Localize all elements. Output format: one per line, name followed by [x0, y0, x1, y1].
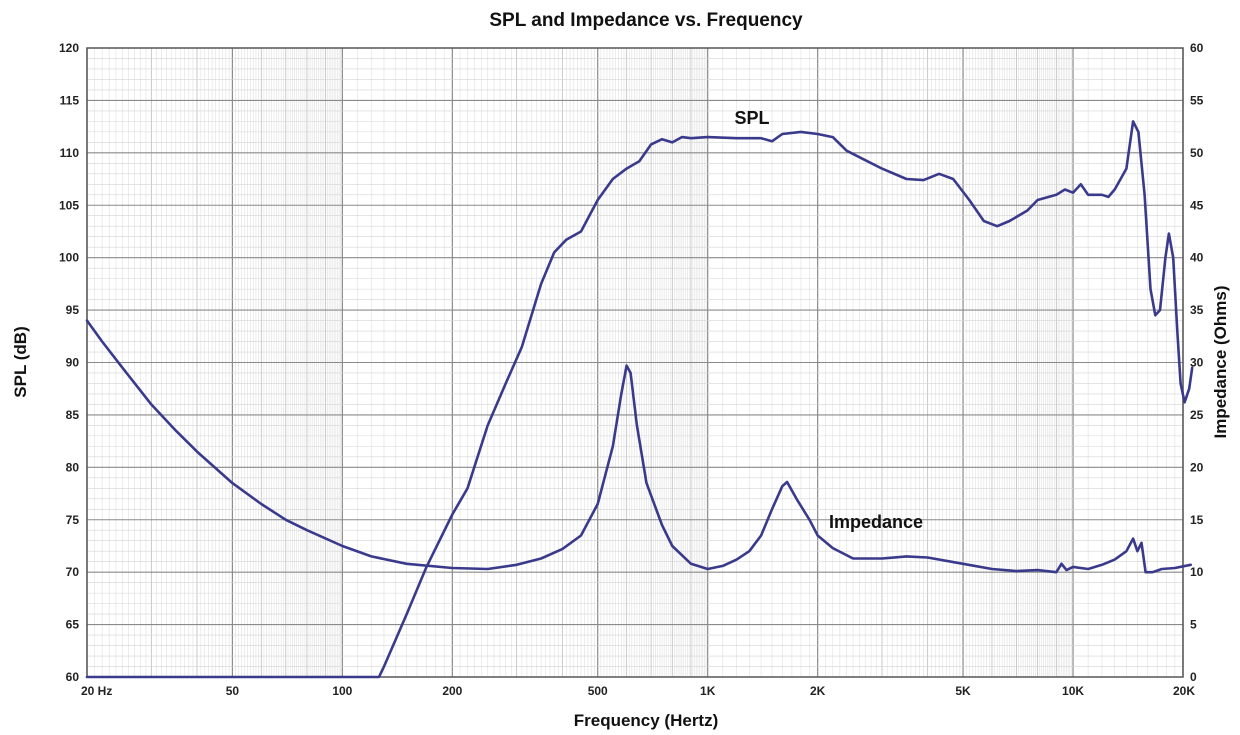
x-tick-label: 5K	[955, 684, 971, 698]
y2-tick-label: 0	[1190, 670, 1197, 684]
y-tick-label: 85	[66, 408, 80, 422]
y-tick-label: 70	[66, 565, 80, 579]
grid	[86, 47, 1184, 678]
y2-tick-label: 40	[1190, 251, 1204, 265]
y2-tick-label: 35	[1190, 303, 1204, 317]
y2-tick-label: 45	[1190, 198, 1204, 212]
y2-tick-label: 20	[1190, 460, 1204, 474]
x-axis-title: Frequency (Hertz)	[574, 711, 719, 730]
series-line-spl	[85, 120, 1194, 679]
x-tick-label: 1K	[700, 684, 716, 698]
x-tick-label: 200	[442, 684, 462, 698]
x-tick-label: 20 Hz	[81, 684, 112, 698]
series-lines	[85, 120, 1194, 679]
y-tick-label: 115	[60, 93, 80, 107]
y2-axis-ticks: 0 5 10 15 20 25 30 35 40 45 50 55 60	[1190, 41, 1204, 684]
y2-tick-label: 25	[1190, 408, 1204, 422]
x-axis-ticks: 20 Hz 50 100 200 500 1K 2K 5K 10K 20K	[81, 684, 1195, 698]
y2-tick-label: 50	[1190, 146, 1204, 160]
y2-tick-label: 5	[1190, 618, 1197, 632]
y2-axis-title: Impedance (Ohms)	[1211, 285, 1230, 438]
y2-tick-label: 30	[1190, 356, 1204, 370]
y-tick-label: 100	[59, 251, 79, 265]
plot-frame	[86, 47, 1184, 678]
x-tick-label: 100	[332, 684, 352, 698]
y-tick-label: 80	[66, 460, 80, 474]
x-tick-label: 20K	[1173, 684, 1195, 698]
y-tick-label: 95	[66, 303, 80, 317]
y-tick-label: 65	[66, 618, 80, 632]
y-axis-title: SPL (dB)	[11, 326, 30, 397]
y2-tick-label: 10	[1190, 565, 1204, 579]
x-tick-label: 500	[588, 684, 608, 698]
y2-tick-label: 55	[1190, 93, 1204, 107]
x-tick-label: 10K	[1062, 684, 1084, 698]
x-tick-label: 50	[226, 684, 240, 698]
series-label-impedance: Impedance	[829, 512, 923, 532]
x-tick-label: 2K	[810, 684, 826, 698]
y2-tick-label: 15	[1190, 513, 1204, 527]
y2-tick-label: 60	[1190, 41, 1204, 55]
y-tick-label: 120	[59, 41, 79, 55]
series-line-impedance	[85, 319, 1192, 574]
y-tick-label: 75	[66, 513, 80, 527]
y-tick-label: 105	[59, 198, 79, 212]
y-tick-label: 90	[66, 356, 80, 370]
y-tick-label: 110	[60, 146, 80, 160]
chart-title: SPL and Impedance vs. Frequency	[489, 10, 803, 31]
y-tick-label: 60	[66, 670, 80, 684]
series-label-spl: SPL	[734, 108, 769, 128]
y-axis-ticks: 60 65 70 75 80 85 90 95 100 105 110 115 120	[59, 41, 79, 684]
